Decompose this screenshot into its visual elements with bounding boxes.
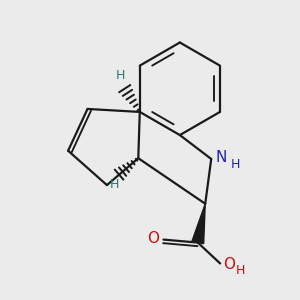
Text: H: H xyxy=(236,263,245,277)
Text: O: O xyxy=(147,231,159,246)
Polygon shape xyxy=(192,204,205,244)
Text: H: H xyxy=(231,158,240,171)
Text: H: H xyxy=(110,178,119,190)
Text: O: O xyxy=(223,257,235,272)
Text: N: N xyxy=(216,150,227,165)
Text: H: H xyxy=(116,69,125,82)
